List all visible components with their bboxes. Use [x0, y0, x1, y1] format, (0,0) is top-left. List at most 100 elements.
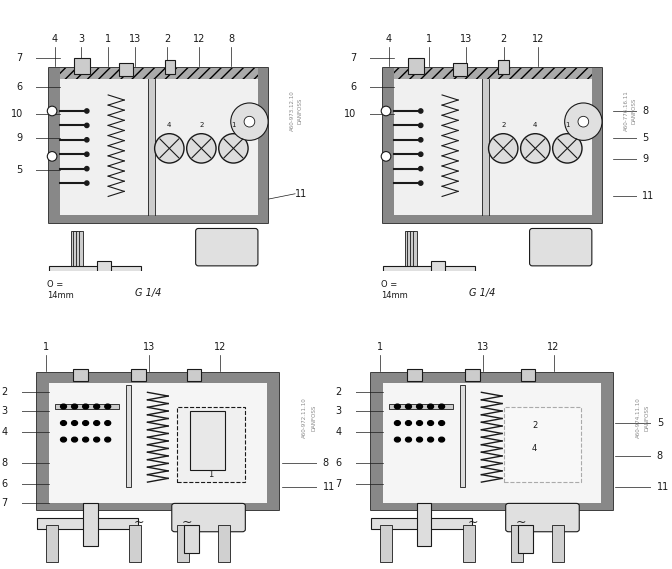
Text: 1: 1 [43, 342, 49, 352]
Circle shape [405, 404, 411, 409]
Text: ~: ~ [515, 516, 526, 529]
Text: A60-972.11.10: A60-972.11.10 [302, 398, 307, 438]
Text: 2: 2 [501, 122, 505, 129]
Text: 14mm: 14mm [47, 291, 73, 300]
Text: 2: 2 [164, 34, 170, 44]
Circle shape [60, 404, 67, 409]
Bar [129, 525, 140, 563]
Bar [591, 68, 602, 223]
Bar [371, 373, 613, 383]
Bar [60, 68, 258, 79]
Text: A60-776.16.11: A60-776.16.11 [624, 90, 629, 131]
Bar [190, 411, 225, 471]
Bar [218, 525, 230, 563]
Text: 2: 2 [501, 34, 507, 44]
Circle shape [419, 181, 423, 185]
Bar [50, 266, 141, 282]
Bar [75, 57, 90, 73]
Circle shape [417, 437, 423, 442]
Circle shape [405, 420, 411, 426]
Bar [388, 404, 454, 409]
Text: 2: 2 [199, 122, 204, 129]
Text: 4: 4 [1, 427, 7, 438]
Circle shape [419, 167, 423, 171]
Circle shape [521, 134, 550, 163]
Circle shape [93, 437, 99, 442]
Circle shape [83, 420, 89, 426]
Circle shape [47, 106, 57, 116]
Bar [410, 231, 414, 271]
Text: 7: 7 [1, 498, 7, 508]
Circle shape [394, 420, 401, 426]
Bar [184, 525, 199, 553]
Bar [380, 525, 392, 563]
Circle shape [405, 437, 411, 442]
Text: A60-973.12.10: A60-973.12.10 [290, 90, 295, 131]
Bar [394, 68, 591, 79]
Bar [407, 231, 411, 271]
Bar [552, 525, 564, 563]
Bar [50, 215, 268, 223]
Bar [177, 525, 189, 563]
Circle shape [187, 134, 216, 163]
Text: 13: 13 [129, 34, 141, 44]
Circle shape [552, 134, 582, 163]
Bar [76, 231, 80, 271]
Text: 11: 11 [295, 189, 307, 199]
Text: 4: 4 [335, 427, 341, 438]
Circle shape [83, 404, 89, 409]
Bar [50, 68, 268, 223]
Circle shape [427, 437, 433, 442]
Circle shape [47, 151, 57, 161]
Text: 3: 3 [79, 34, 85, 44]
Bar [460, 385, 465, 487]
Bar [37, 373, 279, 383]
Text: 12: 12 [193, 34, 205, 44]
Text: 11: 11 [642, 191, 655, 201]
Text: ~: ~ [181, 516, 192, 529]
Bar [371, 373, 382, 510]
Bar [383, 68, 602, 79]
Text: 11: 11 [323, 482, 335, 492]
Text: O =: O = [380, 280, 397, 289]
Text: G 1/4: G 1/4 [135, 287, 161, 298]
Bar [454, 63, 466, 76]
Text: 9: 9 [17, 133, 23, 143]
Circle shape [60, 420, 67, 426]
Circle shape [93, 420, 99, 426]
Bar [407, 369, 422, 381]
Bar [408, 57, 424, 73]
Text: 8: 8 [228, 34, 234, 44]
Text: 10: 10 [11, 109, 23, 119]
Text: ~: ~ [467, 516, 478, 529]
Bar [73, 369, 88, 381]
Bar [177, 407, 245, 482]
Bar [71, 231, 75, 271]
Text: 8: 8 [323, 458, 329, 468]
Bar [73, 231, 77, 271]
Bar [131, 369, 146, 381]
Bar [383, 215, 602, 223]
Circle shape [93, 404, 99, 409]
Bar [601, 373, 613, 510]
Bar [431, 261, 445, 308]
Circle shape [105, 420, 111, 426]
Bar [465, 369, 480, 381]
Bar [50, 68, 60, 223]
Circle shape [85, 109, 89, 113]
Bar [54, 404, 120, 409]
Text: 3: 3 [335, 406, 341, 417]
Text: 2: 2 [208, 451, 214, 460]
Circle shape [85, 181, 89, 185]
Circle shape [85, 152, 89, 156]
FancyBboxPatch shape [530, 229, 592, 266]
Text: 12: 12 [548, 342, 560, 352]
Bar [383, 68, 394, 223]
Text: 6: 6 [1, 480, 7, 489]
Bar [50, 68, 268, 79]
Circle shape [105, 404, 111, 409]
Circle shape [85, 167, 89, 171]
Text: 3: 3 [1, 406, 7, 417]
Bar [371, 518, 472, 529]
Text: DANFOSS: DANFOSS [645, 405, 650, 431]
